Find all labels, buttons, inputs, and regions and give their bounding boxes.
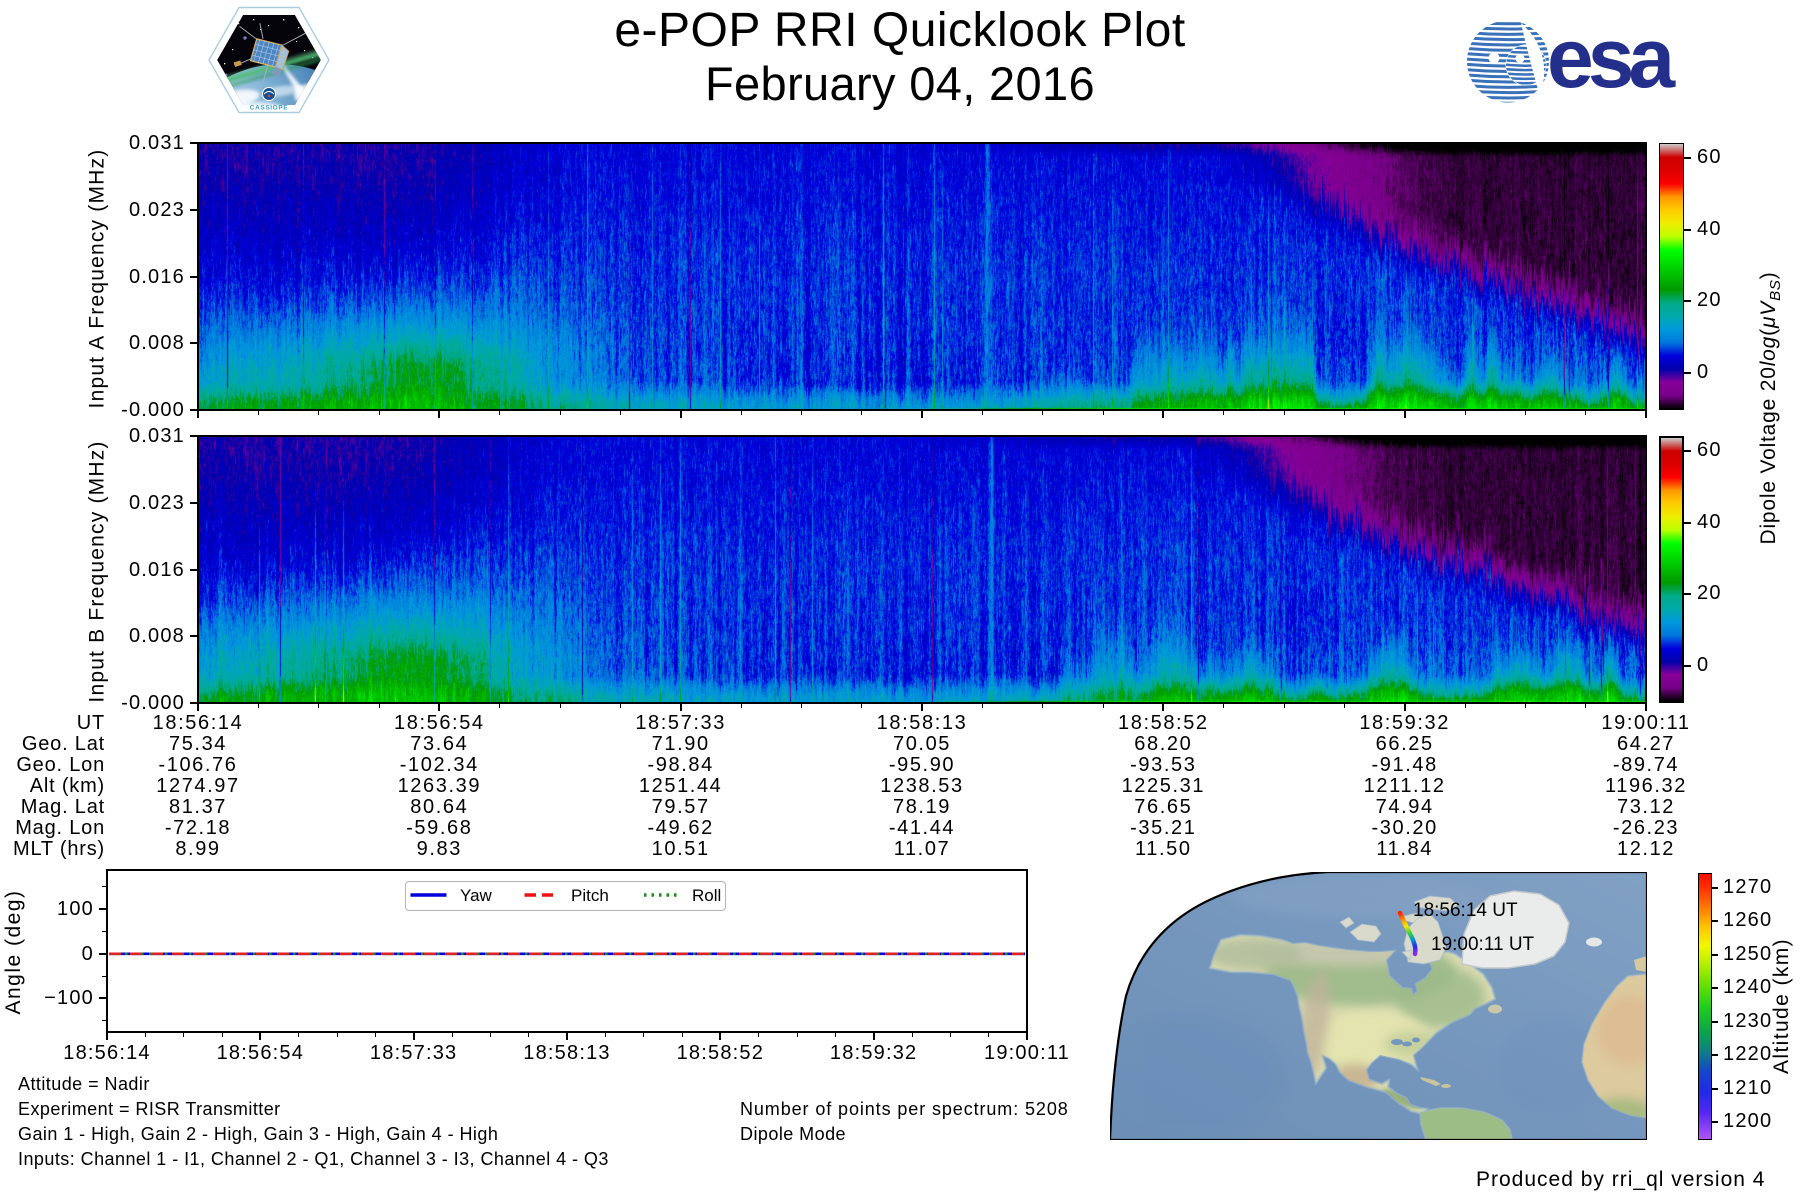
svg-text:esa: esa — [1547, 14, 1676, 105]
svg-text:CASSIOPE: CASSIOPE — [250, 105, 288, 112]
